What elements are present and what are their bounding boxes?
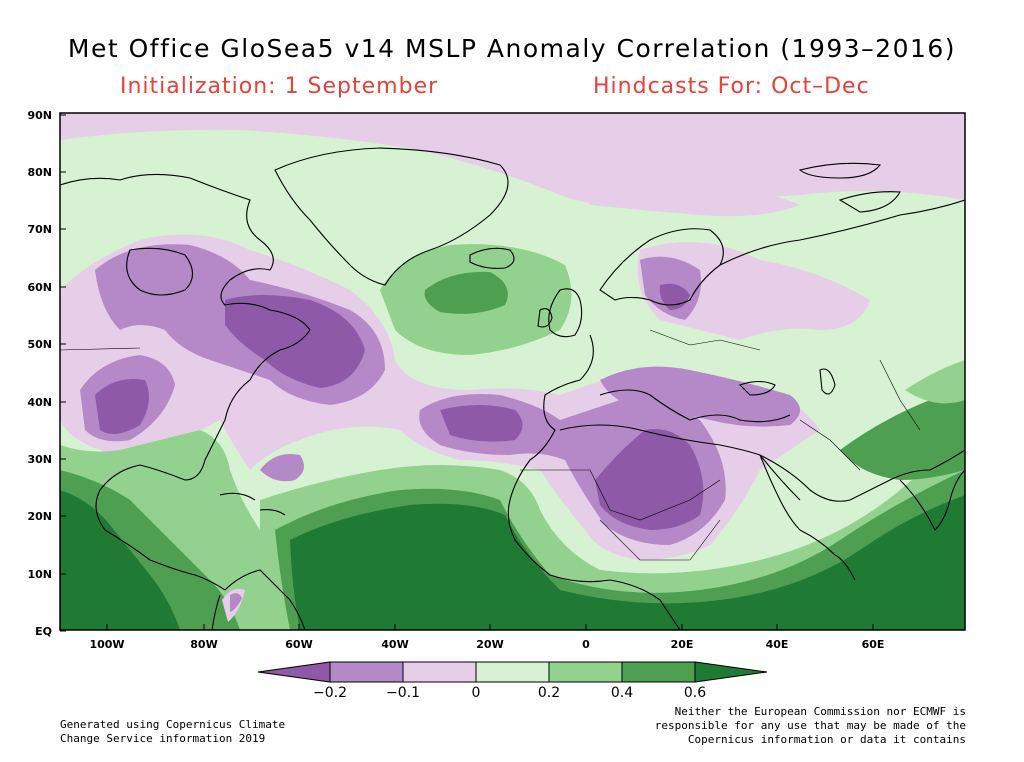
lon-label: 40W xyxy=(381,638,408,651)
colorbar-cell xyxy=(621,661,696,683)
lat-label: 50N xyxy=(27,338,52,351)
lat-label: 30N xyxy=(27,453,52,466)
colorbar-cell xyxy=(694,661,768,683)
lat-label: 60N xyxy=(27,281,52,294)
initialization-label: Initialization: 1 September xyxy=(120,74,439,99)
footer-disclaimer-line-2: responsible for any use that may be made… xyxy=(654,719,966,732)
lon-label: 100W xyxy=(89,638,124,651)
footer-disclaimer-line-1: Neither the European Commission nor ECMW… xyxy=(674,705,966,718)
map-field xyxy=(60,113,965,630)
map-frame xyxy=(59,112,966,631)
lat-label: 20N xyxy=(27,510,52,523)
lat-label: 90N xyxy=(27,109,52,122)
colorbar-tick-label: 0.2 xyxy=(538,685,560,701)
colorbar-cell xyxy=(257,661,331,683)
colorbar-tick-label: 0.6 xyxy=(684,685,706,701)
colorbar-cell xyxy=(475,661,550,683)
lon-label: 20W xyxy=(476,638,503,651)
footer-disclaimer: Neither the European Commission nor ECMW… xyxy=(655,705,966,747)
colorbar-tick-label: 0.4 xyxy=(611,685,633,701)
map-title: Met Office GloSea5 v14 MSLP Anomaly Corr… xyxy=(67,34,957,63)
footer-credit: Generated using Copernicus Climate Chang… xyxy=(60,718,285,746)
colorbar-cell xyxy=(548,661,623,683)
footer-disclaimer-line-3: Copernicus information or data it contai… xyxy=(687,733,966,746)
lat-label: 80N xyxy=(27,166,52,179)
hindcast-label: Hindcasts For: Oct–Dec xyxy=(593,74,870,99)
lon-label: 40E xyxy=(766,638,789,651)
footer-credit-line-1: Generated using Copernicus Climate xyxy=(60,718,286,731)
footer-credit-line-2: Change Service information 2019 xyxy=(60,732,266,745)
colorbar-cell xyxy=(402,661,477,683)
colorbar: −0.2 −0.1 0 0.2 0.4 0.6 xyxy=(257,661,768,701)
lon-label: 20E xyxy=(671,638,694,651)
colorbar-tick-label: 0 xyxy=(472,685,481,701)
lat-label: 70N xyxy=(27,223,52,236)
lon-label: 80W xyxy=(190,638,217,651)
lat-label: 40N xyxy=(27,396,52,409)
lat-label: 10N xyxy=(27,568,52,581)
lon-label: 60W xyxy=(285,638,312,651)
lon-label: 60E xyxy=(862,638,885,651)
lat-label: EQ xyxy=(35,625,52,638)
colorbar-cell xyxy=(329,661,404,683)
colorbar-tick-label: −0.2 xyxy=(313,685,347,701)
lon-label: 0 xyxy=(582,638,590,651)
colorbar-tick-label: −0.1 xyxy=(386,685,420,701)
